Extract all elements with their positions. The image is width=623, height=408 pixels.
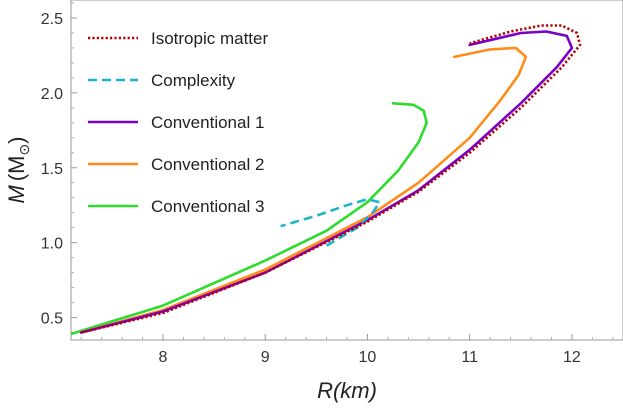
legend-label: Conventional 1 — [151, 113, 264, 132]
y-tick-label: 1.0 — [41, 236, 63, 253]
series-lines — [71, 24, 582, 336]
series-line-conventional-3 — [71, 102, 429, 336]
y-tick-label: 2.5 — [41, 11, 63, 28]
y-axis-label-unit: M — [4, 156, 29, 174]
y-axis-ticks: 0.5 1.0 1.5 2.0 2.5 — [41, 2, 77, 334]
x-tick-label: 11 — [461, 349, 478, 366]
y-tick-label: 1.5 — [41, 161, 63, 178]
x-axis-ticks: 8 9 10 11 12 — [80, 334, 614, 366]
y-tick-label: 2.0 — [41, 86, 63, 103]
legend-label: Conventional 3 — [151, 197, 264, 216]
y-axis-label-symbol: M — [4, 185, 29, 204]
x-tick-label: 9 — [261, 349, 270, 366]
legend-label: Complexity — [151, 71, 236, 90]
x-tick-label: 8 — [159, 349, 168, 366]
y-axis-label-unit-subscript: ⊙ — [16, 144, 32, 156]
y-tick-label: 0.5 — [41, 311, 63, 328]
y-axis-label: M(M⊙) — [4, 136, 32, 203]
series-line-conventional-2 — [79, 46, 528, 334]
x-tick-label: 10 — [359, 349, 377, 366]
series-line-complexity — [280, 197, 382, 247]
legend-label: Isotropic matter — [151, 29, 268, 48]
x-tick-label: 12 — [563, 349, 581, 366]
legend-label: Conventional 2 — [151, 155, 264, 174]
series-line-isotropic-matter — [80, 24, 582, 334]
x-axis-label: R(km) — [317, 378, 377, 403]
legend: Isotropic matter Complexity Conventional 1… — [88, 29, 268, 216]
